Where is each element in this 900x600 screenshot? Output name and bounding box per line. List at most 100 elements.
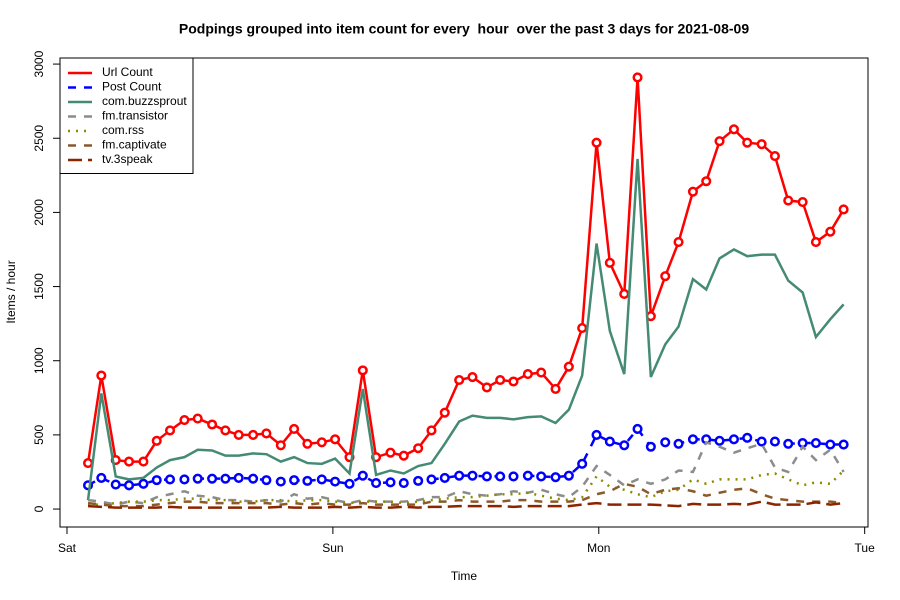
y-tick-label: 3000 xyxy=(32,50,46,77)
data-point xyxy=(673,438,684,449)
data-point xyxy=(426,474,437,485)
data-point xyxy=(151,435,162,446)
data-point xyxy=(563,361,574,372)
data-point xyxy=(385,447,396,458)
legend-label: com.rss xyxy=(102,123,144,137)
data-point xyxy=(439,472,450,483)
data-point xyxy=(261,428,272,439)
data-point xyxy=(289,475,300,486)
data-point xyxy=(783,438,794,449)
series-line xyxy=(87,440,845,506)
data-point xyxy=(591,429,602,440)
data-point xyxy=(398,478,409,489)
data-point xyxy=(289,423,300,435)
data-point xyxy=(550,472,561,483)
legend-label: Url Count xyxy=(102,65,153,79)
y-tick-label: 1500 xyxy=(32,273,46,300)
data-point xyxy=(591,137,602,148)
data-point xyxy=(536,471,547,482)
y-tick-label: 500 xyxy=(32,425,46,445)
legend-label: com.buzzsprout xyxy=(102,94,187,108)
data-point xyxy=(577,458,588,469)
data-point xyxy=(454,470,465,481)
data-point xyxy=(248,429,259,440)
data-point xyxy=(207,419,218,430)
data-point xyxy=(316,474,327,485)
data-point xyxy=(467,371,478,383)
data-point xyxy=(756,436,767,447)
y-tick-label: 2500 xyxy=(32,125,46,152)
data-point xyxy=(207,473,218,484)
data-point xyxy=(701,176,712,187)
x-tick-label: Mon xyxy=(587,541,610,555)
data-point xyxy=(302,438,313,449)
data-point xyxy=(426,425,437,436)
data-point xyxy=(138,456,149,467)
data-point xyxy=(481,471,492,482)
data-point xyxy=(192,473,203,484)
data-point xyxy=(233,472,244,483)
chart-title: Podpings grouped into item count for eve… xyxy=(179,21,749,37)
data-point xyxy=(220,425,231,436)
x-axis-label: Time xyxy=(451,569,478,583)
data-point xyxy=(261,475,272,486)
data-point xyxy=(413,475,424,486)
data-point xyxy=(220,473,231,484)
data-point xyxy=(619,440,630,451)
data-point xyxy=(604,436,615,447)
data-point xyxy=(151,475,162,486)
data-point xyxy=(687,186,698,197)
data-point xyxy=(413,443,424,454)
data-point xyxy=(495,374,506,386)
data-point xyxy=(783,195,794,206)
data-point xyxy=(398,450,409,461)
data-point xyxy=(123,456,135,467)
data-point xyxy=(563,470,574,481)
data-point xyxy=(123,480,135,491)
data-point xyxy=(825,439,836,450)
data-point xyxy=(275,440,286,451)
data-point xyxy=(454,374,465,386)
data-point xyxy=(742,432,753,443)
data-point xyxy=(138,478,149,489)
data-point xyxy=(179,415,190,426)
data-point xyxy=(619,288,630,300)
data-point xyxy=(508,471,519,482)
data-point xyxy=(728,434,739,445)
data-point xyxy=(248,473,259,484)
data-point xyxy=(550,383,561,394)
data-point xyxy=(96,370,107,381)
data-point xyxy=(357,470,368,481)
data-point xyxy=(467,470,478,481)
data-point xyxy=(495,471,506,482)
data-point xyxy=(756,139,767,150)
data-point xyxy=(838,439,849,450)
data-point xyxy=(357,365,368,376)
legend-box xyxy=(59,57,194,174)
data-point xyxy=(481,382,492,393)
legend-label: tv.3speak xyxy=(102,152,153,166)
data-point xyxy=(233,429,244,440)
data-point xyxy=(96,472,107,483)
data-point xyxy=(714,136,725,147)
y-tick-label: 2000 xyxy=(32,199,46,226)
data-point xyxy=(825,226,836,237)
data-point xyxy=(604,257,615,268)
data-point xyxy=(164,425,176,436)
x-tick-label: Sun xyxy=(322,541,343,555)
data-point xyxy=(302,475,313,486)
legend-label: fm.captivate xyxy=(102,138,167,152)
data-point xyxy=(536,367,547,378)
data-point xyxy=(645,441,656,452)
x-tick-label: Tue xyxy=(855,541,876,555)
data-point xyxy=(110,479,121,490)
data-point xyxy=(660,271,671,282)
x-tick-label: Sat xyxy=(58,541,77,555)
series-line xyxy=(86,158,845,501)
plot-box xyxy=(59,57,869,528)
data-point xyxy=(82,458,94,469)
data-point xyxy=(192,413,203,424)
data-point xyxy=(275,476,286,487)
data-point xyxy=(769,436,780,447)
